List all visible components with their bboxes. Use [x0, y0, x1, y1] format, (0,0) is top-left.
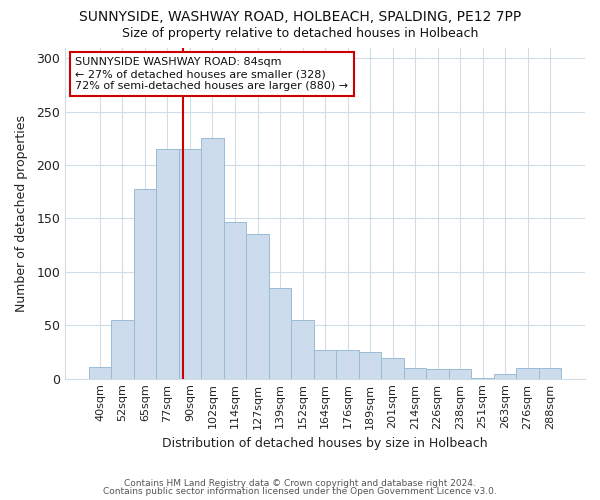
Bar: [224, 222, 246, 378]
Text: Contains public sector information licensed under the Open Government Licence v3: Contains public sector information licen…: [103, 487, 497, 496]
Y-axis label: Number of detached properties: Number of detached properties: [15, 114, 28, 312]
Text: Contains HM Land Registry data © Crown copyright and database right 2024.: Contains HM Land Registry data © Crown c…: [124, 478, 476, 488]
Bar: [449, 369, 472, 378]
Bar: [179, 149, 201, 378]
Bar: [201, 138, 224, 378]
X-axis label: Distribution of detached houses by size in Holbeach: Distribution of detached houses by size …: [162, 437, 488, 450]
Bar: [517, 368, 539, 378]
Bar: [156, 149, 179, 378]
Bar: [359, 352, 382, 378]
Bar: [134, 188, 156, 378]
Bar: [404, 368, 427, 378]
Bar: [539, 368, 562, 378]
Bar: [111, 320, 134, 378]
Bar: [291, 320, 314, 378]
Bar: [427, 369, 449, 378]
Bar: [336, 350, 359, 378]
Bar: [314, 350, 336, 378]
Bar: [382, 358, 404, 378]
Bar: [246, 234, 269, 378]
Text: SUNNYSIDE, WASHWAY ROAD, HOLBEACH, SPALDING, PE12 7PP: SUNNYSIDE, WASHWAY ROAD, HOLBEACH, SPALD…: [79, 10, 521, 24]
Bar: [89, 367, 111, 378]
Bar: [269, 288, 291, 378]
Text: Size of property relative to detached houses in Holbeach: Size of property relative to detached ho…: [122, 28, 478, 40]
Bar: [494, 374, 517, 378]
Text: SUNNYSIDE WASHWAY ROAD: 84sqm
← 27% of detached houses are smaller (328)
72% of : SUNNYSIDE WASHWAY ROAD: 84sqm ← 27% of d…: [76, 58, 349, 90]
